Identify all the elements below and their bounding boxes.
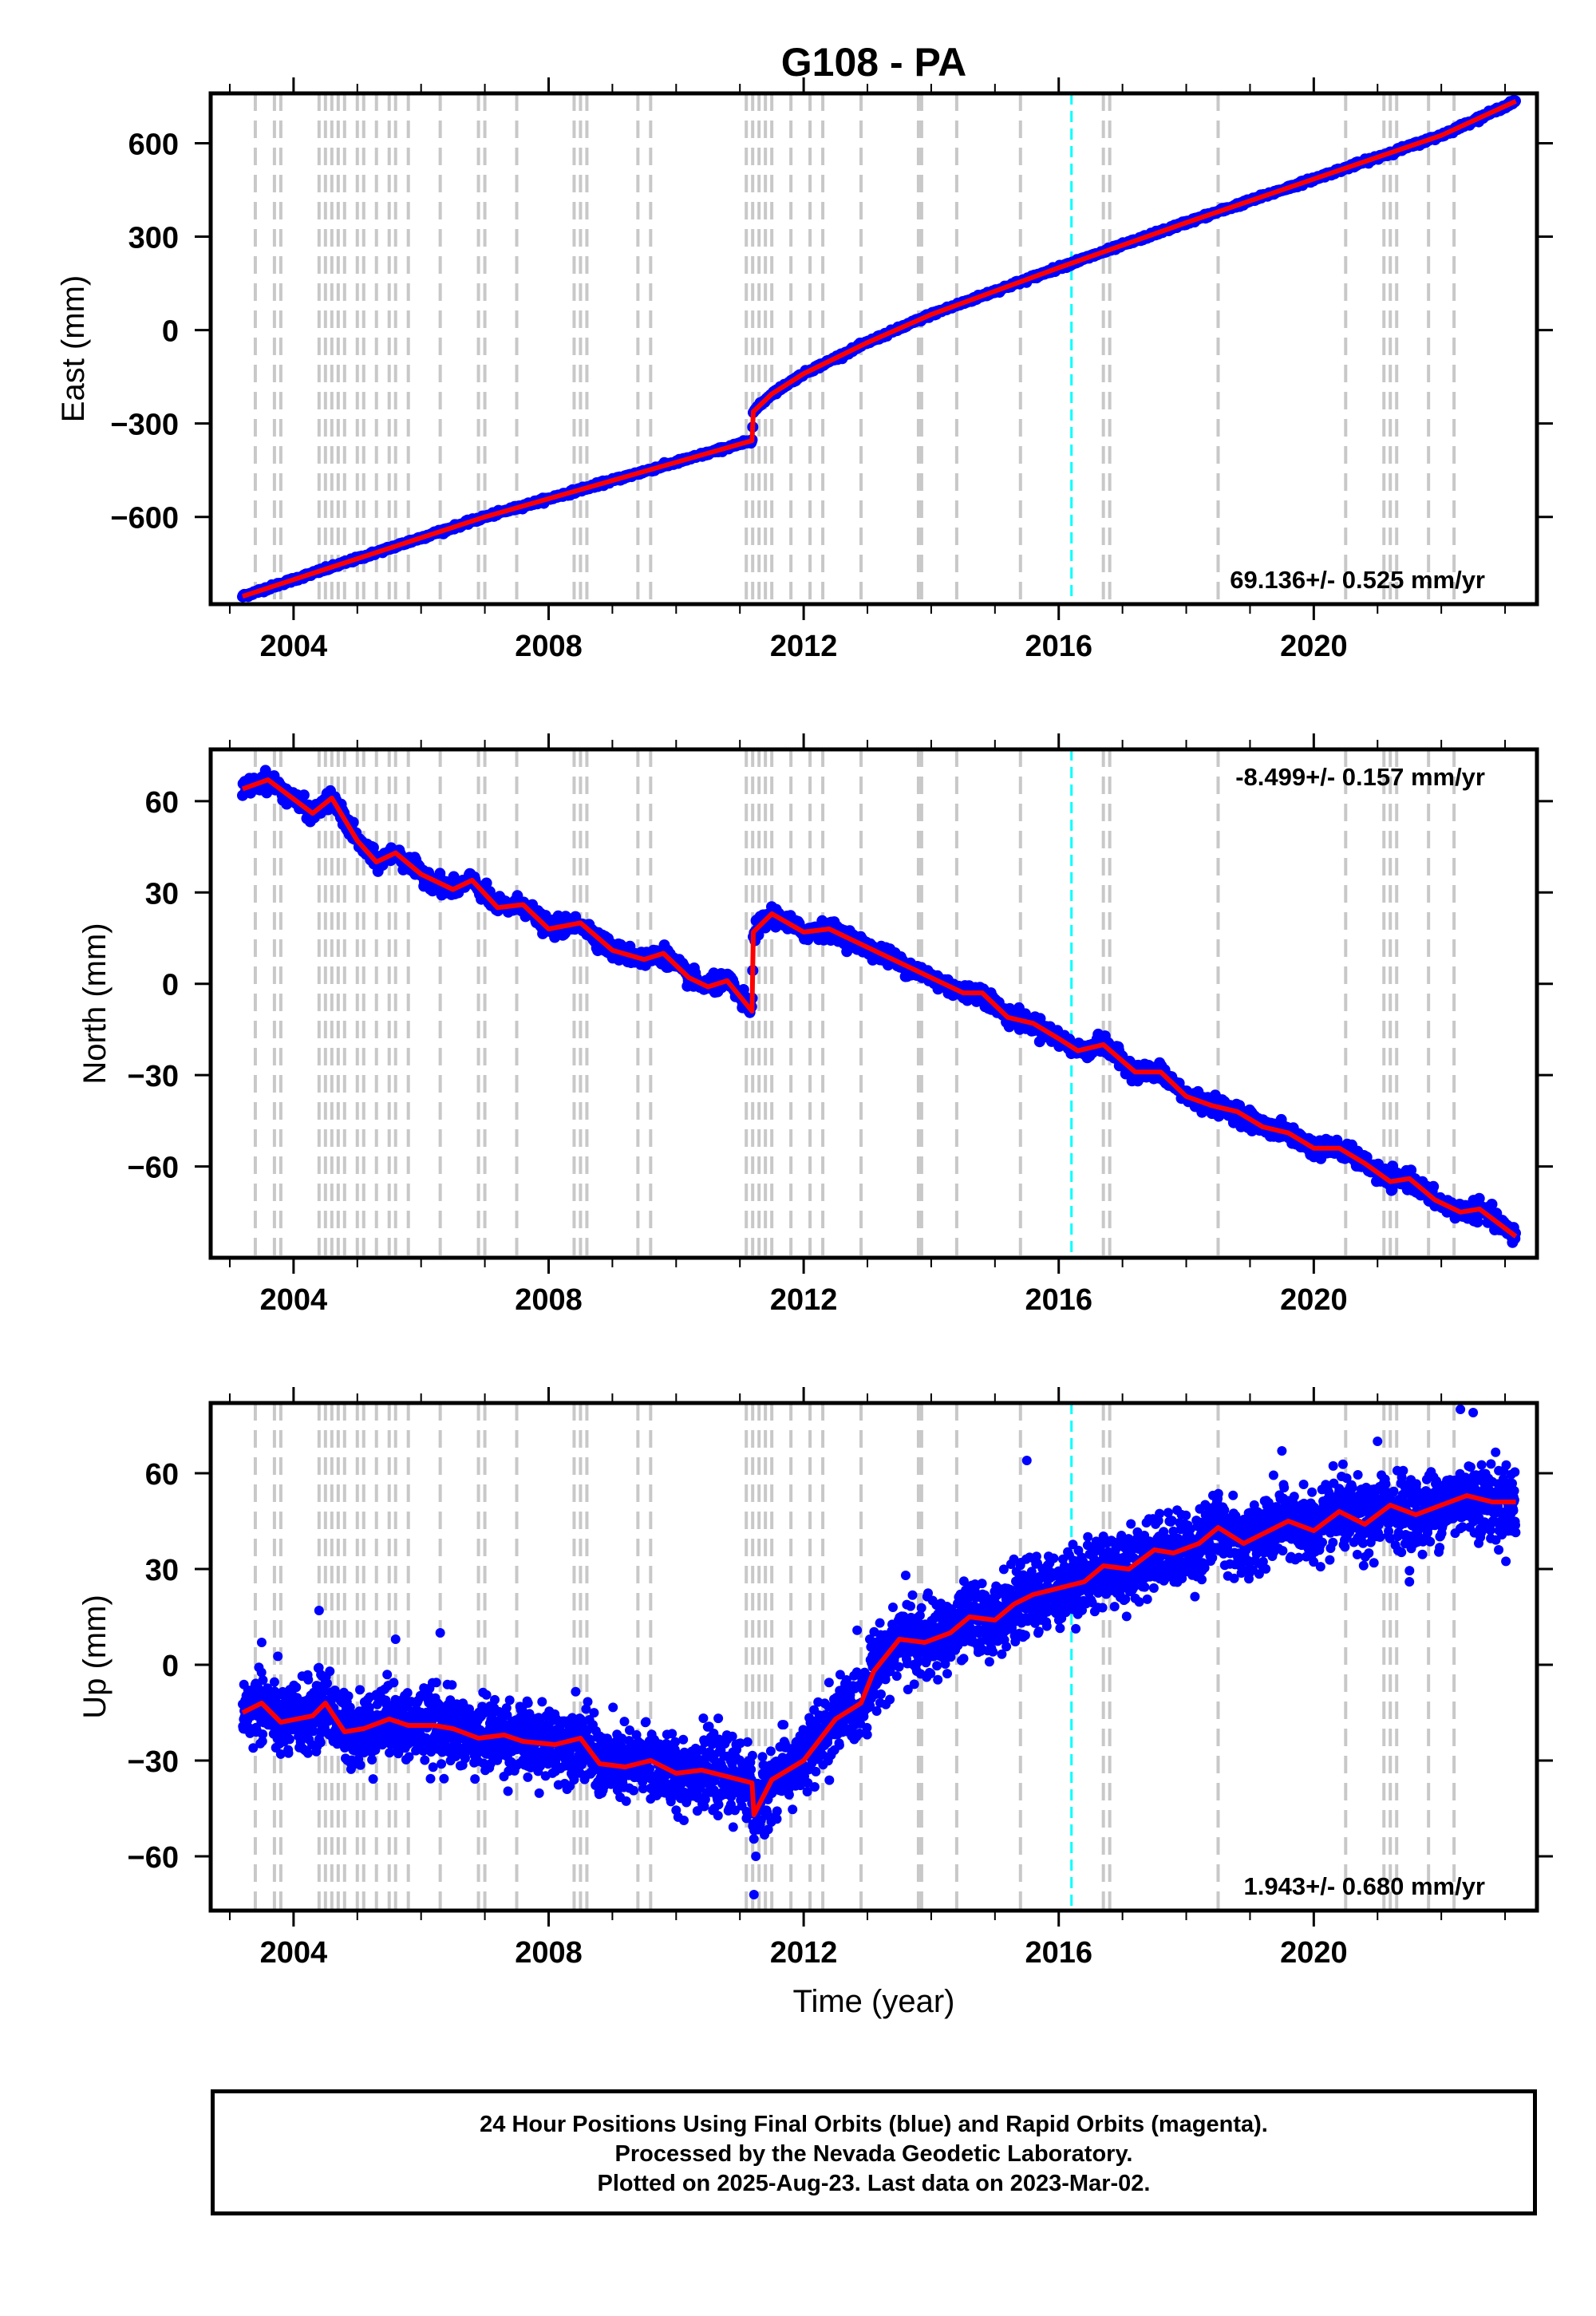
data-point — [308, 1726, 318, 1737]
east-frame — [208, 91, 1539, 607]
data-point — [302, 1701, 313, 1711]
data-point — [257, 1736, 267, 1746]
x-tick-label: 2008 — [515, 1283, 583, 1317]
north-plot-area — [237, 749, 1521, 1258]
east-y-axis-label: East (mm) — [56, 275, 91, 422]
north-y-axis-label: North (mm) — [77, 923, 113, 1084]
east-model-line — [242, 99, 1517, 599]
data-point — [367, 842, 379, 853]
y-tick-label: 300 — [128, 222, 179, 255]
x-tick-label: 2020 — [1280, 630, 1348, 663]
data-point — [275, 1749, 286, 1759]
data-point — [283, 1748, 294, 1758]
x-tick-label: 2004 — [260, 630, 328, 663]
y-tick-label: 30 — [145, 877, 179, 911]
x-tick-label: 2016 — [1025, 1283, 1092, 1317]
data-point — [298, 789, 310, 801]
north-panel: 2004 2008 2012 2016 2020 −60 −30 0 30 60 North (mm… — [77, 733, 1553, 1317]
data-point — [302, 1748, 313, 1758]
north-rate-label: -8.499+/- 0.157 mm/yr — [1235, 763, 1485, 791]
x-tick-label: 2016 — [1025, 630, 1092, 663]
data-point — [273, 1651, 283, 1662]
north-model-line — [241, 777, 1518, 1239]
up-plot-area — [238, 1403, 1521, 1911]
y-tick-label: 600 — [128, 128, 179, 161]
y-tick-label: −60 — [128, 1152, 179, 1185]
y-tick-label: −30 — [128, 1060, 179, 1093]
y-tick-label: −600 — [110, 502, 179, 536]
x-tick-label: 2020 — [1280, 1283, 1348, 1317]
data-point — [248, 1743, 259, 1753]
y-tick-label: 60 — [145, 786, 179, 820]
data-point — [256, 1667, 267, 1678]
data-point — [1486, 1199, 1498, 1210]
y-tick-label: −300 — [110, 409, 179, 442]
data-point — [269, 1677, 279, 1687]
x-tick-label: 2004 — [260, 1283, 328, 1317]
data-point — [303, 1674, 314, 1685]
y-tick-label: 0 — [162, 969, 179, 1002]
east-panel: 2004 2008 2012 2016 2020 −600 −300 0 300 600 East … — [56, 77, 1553, 663]
east-plot-area — [237, 93, 1521, 604]
x-tick-label: 2008 — [515, 630, 583, 663]
up-data-points — [238, 1405, 1521, 1899]
x-tick-label: 2012 — [770, 1283, 838, 1317]
data-point — [1472, 1216, 1483, 1228]
x-tick-label: 2012 — [770, 630, 838, 663]
data-point — [1361, 1152, 1373, 1163]
data-point — [480, 877, 492, 889]
north-frame — [208, 747, 1539, 1260]
east-rate-label: 69.136+/- 0.525 mm/yr — [1230, 566, 1485, 594]
y-tick-label: 0 — [162, 315, 179, 349]
figure-title: G108 - PA — [781, 40, 967, 85]
data-point — [258, 1729, 268, 1739]
east-data-points — [237, 95, 1521, 603]
data-point — [284, 1734, 294, 1745]
data-point — [1428, 1180, 1440, 1192]
data-point — [258, 1675, 268, 1686]
data-point — [291, 1682, 302, 1693]
north-data-points — [237, 765, 1521, 1248]
